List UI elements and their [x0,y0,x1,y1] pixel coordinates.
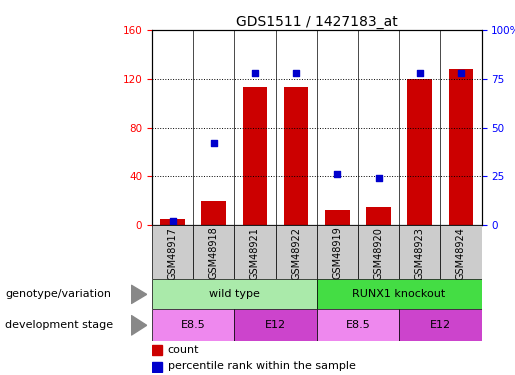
Polygon shape [131,315,147,335]
Bar [366,207,391,225]
Text: percentile rank within the sample: percentile rank within the sample [168,362,356,371]
Text: wild type: wild type [209,290,260,299]
Text: development stage: development stage [5,320,113,330]
Point [457,70,465,76]
Title: GDS1511 / 1427183_at: GDS1511 / 1427183_at [236,15,398,29]
Text: E8.5: E8.5 [181,320,205,330]
FancyBboxPatch shape [317,309,399,341]
Text: E8.5: E8.5 [346,320,370,330]
FancyBboxPatch shape [234,309,317,341]
Text: RUNX1 knockout: RUNX1 knockout [352,290,446,299]
Bar [152,345,162,355]
Text: GSM48922: GSM48922 [291,226,301,280]
Bar [449,69,473,225]
Point [210,140,218,146]
Bar [284,87,308,225]
Text: count: count [168,345,199,355]
FancyBboxPatch shape [276,225,317,279]
FancyBboxPatch shape [358,225,399,279]
FancyBboxPatch shape [399,225,440,279]
FancyBboxPatch shape [317,225,358,279]
Point [292,70,300,76]
Point [374,175,383,181]
Text: GSM48920: GSM48920 [373,226,384,279]
Text: GSM48918: GSM48918 [209,226,219,279]
FancyBboxPatch shape [317,279,482,309]
Point [333,171,341,177]
Point [416,70,424,76]
Bar [407,79,432,225]
Point [251,70,259,76]
Bar [243,87,267,225]
Text: E12: E12 [265,320,286,330]
FancyBboxPatch shape [152,279,317,309]
Text: GSM48919: GSM48919 [332,226,342,279]
FancyBboxPatch shape [234,225,276,279]
Polygon shape [131,285,147,304]
Bar [325,210,350,225]
Bar [152,362,162,372]
Text: GSM48924: GSM48924 [456,226,466,279]
FancyBboxPatch shape [440,225,482,279]
Bar [160,219,185,225]
FancyBboxPatch shape [399,309,482,341]
Text: genotype/variation: genotype/variation [5,290,111,299]
FancyBboxPatch shape [152,225,193,279]
FancyBboxPatch shape [152,309,234,341]
Point [168,218,177,224]
Bar [201,201,226,225]
Text: GSM48923: GSM48923 [415,226,425,279]
Text: E12: E12 [430,320,451,330]
Text: GSM48917: GSM48917 [167,226,178,279]
FancyBboxPatch shape [193,225,234,279]
Text: GSM48921: GSM48921 [250,226,260,279]
